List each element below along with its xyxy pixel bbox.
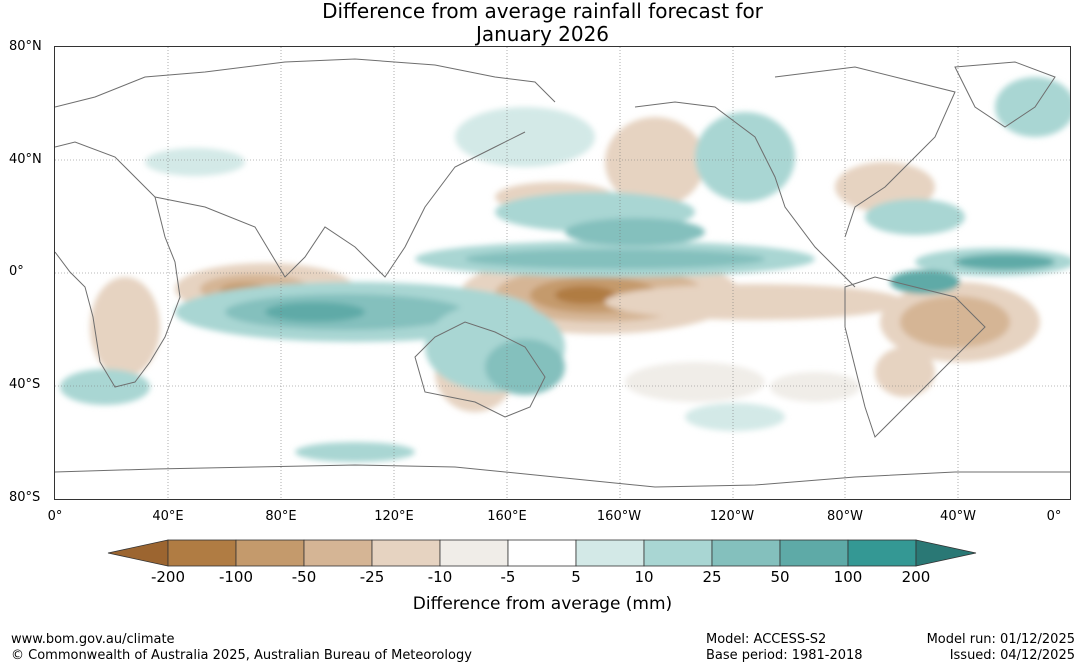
legend-color-box [167,539,237,567]
legend-tick-label: 50 [770,568,790,586]
legend-color-box [235,539,305,567]
legend-color-boxes [107,539,977,567]
legend-tick-label: 25 [702,568,722,586]
legend-arrow-low [107,539,169,567]
legend-title: Difference from average (mm) [412,594,673,614]
legend-tick-label: -10 [427,568,453,586]
anomaly-fields [60,77,1070,462]
lat-label-80s: 80°S [9,490,41,505]
lon-label-120w: 120°W [709,509,755,524]
legend-color-box [643,539,713,567]
lon-label-80w: 80°W [827,509,863,524]
legend-tick-label: -5 [500,568,516,586]
rainfall-anomaly-map [54,46,1071,500]
legend-tick-label: -25 [359,568,385,586]
legend-tick-label: 100 [833,568,863,586]
lon-label-0-left: 0° [47,509,63,524]
title-line-1: Difference from average rainfall forecas… [322,0,763,23]
legend-color-box [439,539,509,567]
lon-label-160e: 160°E [487,509,527,524]
footer-model: Model: ACCESS-S2 [706,632,827,647]
lat-label-40n: 40°N [9,152,42,167]
lat-label-40s: 40°S [9,377,41,392]
legend-color-box [779,539,849,567]
legend-color-box [507,539,577,567]
lon-label-40e: 40°E [152,509,184,524]
legend-color-box [847,539,917,567]
legend-tick-label: 5 [571,568,581,586]
lon-label-120e: 120°E [374,509,414,524]
legend-tick-label: -100 [218,568,254,586]
legend-arrow-high [915,539,977,567]
footer-copyright: © Commonwealth of Australia 2025, Austra… [11,648,472,663]
footer-url: www.bom.gov.au/climate [11,632,175,647]
legend-tick-label: 200 [901,568,931,586]
lon-label-80e: 80°E [265,509,297,524]
legend-color-box [711,539,781,567]
legend-tick-label: -200 [150,568,186,586]
graticule [55,47,1070,499]
title-line-2: January 2026 [475,22,610,46]
lon-label-160w: 160°W [596,509,642,524]
legend-color-box [371,539,441,567]
lat-label-80n: 80°N [9,39,42,54]
footer-issued: Issued: 04/12/2025 [949,648,1075,663]
legend-color-box [303,539,373,567]
legend-color-box [575,539,645,567]
lon-label-40w: 40°W [940,509,976,524]
footer-model-run: Model run: 01/12/2025 [926,632,1075,647]
map-title: Difference from average rainfall forecas… [0,0,1085,46]
legend-tick-label: 10 [634,568,654,586]
lat-label-0: 0° [9,264,24,279]
legend-tick-label: -50 [291,568,317,586]
coastlines [55,58,1070,488]
lon-label-0-right: 0° [1046,509,1062,524]
map-canvas [55,47,1070,499]
footer-base-period: Base period: 1981-2018 [706,648,863,663]
color-legend-bar [107,539,977,567]
